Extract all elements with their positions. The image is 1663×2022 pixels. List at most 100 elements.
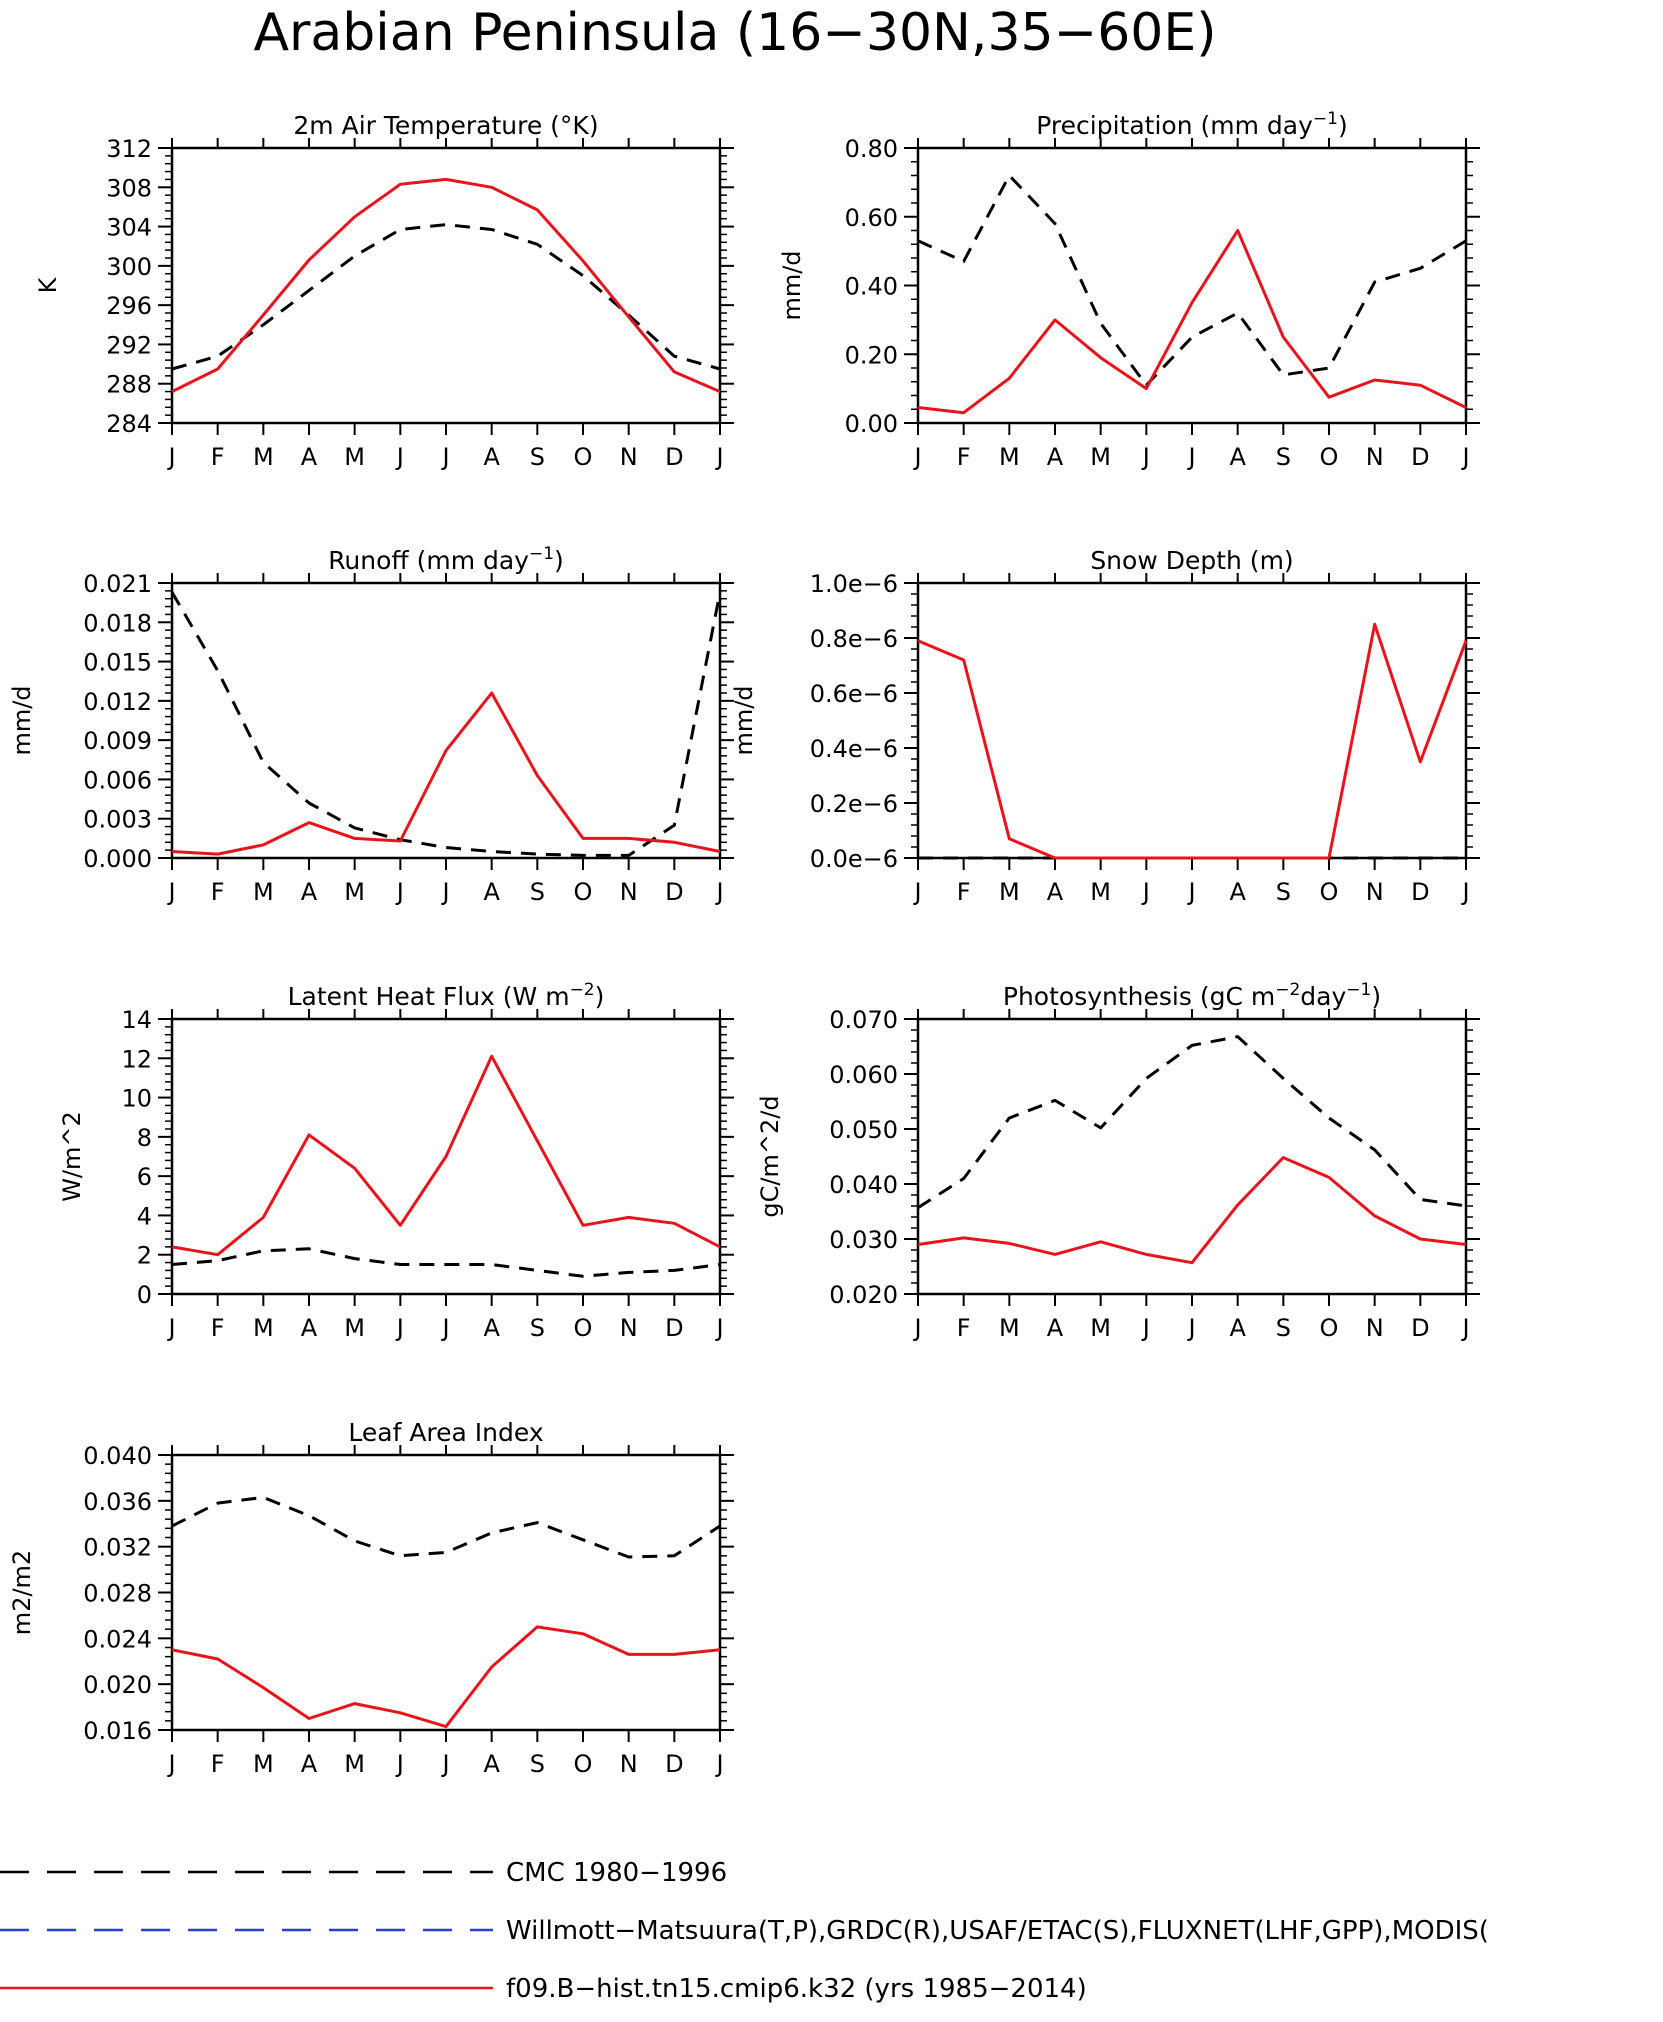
y-tick-label: 300	[106, 253, 152, 281]
panel-4: J F M A M J J A S O N D J0.0e−60.2e−60.4e−60.6e−60.8…	[730, 546, 1480, 906]
x-tick-label: A	[1047, 878, 1064, 906]
x-tick-label: J	[440, 443, 449, 471]
x-tick-label: M	[253, 443, 274, 471]
series-line-obs	[917, 1035, 1467, 1209]
x-tick-label: A	[483, 1314, 500, 1342]
y-tick-label: 0.0e−6	[810, 845, 898, 873]
y-tick-label: 0.032	[83, 1534, 152, 1562]
x-tick-label: N	[620, 1750, 638, 1778]
x-tick-label: D	[1411, 1314, 1429, 1342]
x-tick-label: J	[1141, 878, 1150, 906]
x-tick-label: J	[440, 1314, 449, 1342]
series-line-obs	[171, 223, 721, 371]
y-tick-label: 0.028	[83, 1580, 152, 1608]
x-tick-label: J	[395, 443, 404, 471]
x-tick-label: S	[530, 1314, 545, 1342]
x-tick-label: F	[211, 1750, 225, 1778]
x-tick-label: A	[1229, 878, 1246, 906]
x-tick-label: S	[1276, 878, 1291, 906]
x-tick-label: M	[344, 443, 365, 471]
panel-title: 2m Air Temperature (°K)	[293, 111, 598, 140]
series-line-model	[171, 691, 721, 856]
y-axis-label: mm/d	[8, 685, 36, 755]
y-tick-label: 0.20	[845, 341, 898, 369]
plot-frame	[170, 581, 722, 860]
series-line-obs	[917, 174, 1467, 387]
panel-2: J F M A M J J A S O N D J0.000.200.400.600.80Precipi…	[778, 109, 1480, 471]
series-line-model	[171, 177, 721, 393]
y-tick-label: 0.020	[83, 1671, 152, 1699]
y-tick-label: 304	[106, 214, 152, 242]
legend-label: f09.B−hist.tn15.cmip6.k32 (yrs 1985−2014…	[506, 1974, 1087, 2004]
series-line-model	[917, 1156, 1467, 1265]
x-tick-label: O	[574, 1314, 593, 1342]
plot-frame	[170, 1453, 722, 1732]
x-tick-label: A	[483, 443, 500, 471]
y-tick-label: 284	[106, 410, 152, 438]
y-tick-label: 0.015	[83, 649, 152, 677]
x-tick-label: J	[166, 1750, 175, 1778]
x-tick-label: F	[211, 443, 225, 471]
y-tick-label: 0.2e−6	[810, 790, 898, 818]
y-tick-label: 288	[106, 371, 152, 399]
x-tick-label: J	[395, 1314, 404, 1342]
plot-frame	[916, 1017, 1468, 1296]
x-tick-label: F	[957, 1314, 971, 1342]
y-tick-label: 8	[137, 1124, 152, 1152]
x-tick-label: N	[1366, 443, 1384, 471]
x-tick-label: A	[1229, 1314, 1246, 1342]
x-tick-label: O	[574, 878, 593, 906]
y-axis-label: gC/m^2/d	[756, 1095, 784, 1217]
y-tick-label: 0.018	[83, 609, 152, 637]
x-tick-label: F	[957, 443, 971, 471]
panel-title: Snow Depth (m)	[1090, 546, 1293, 575]
x-tick-label: O	[574, 443, 593, 471]
x-tick-label: S	[530, 1750, 545, 1778]
y-tick-label: 0.060	[829, 1061, 898, 1089]
y-tick-label: 296	[106, 292, 152, 320]
y-tick-label: 0.006	[83, 766, 152, 794]
panel-3: J F M A M J J A S O N D J0.0000.0030.0060.0090.0120.…	[8, 544, 734, 906]
x-tick-label: D	[665, 878, 683, 906]
x-tick-label: J	[1460, 443, 1469, 471]
x-tick-label: J	[714, 878, 723, 906]
y-tick-label: 0.016	[83, 1717, 152, 1745]
panel-1: J F M A M J J A S O N D J2842882922963003043083122m …	[34, 111, 734, 471]
x-tick-label: D	[1411, 443, 1429, 471]
panel-7: J F M A M J J A S O N D J0.0160.0200.0240.0280.0320.…	[8, 1418, 734, 1778]
series-line-model	[917, 622, 1468, 860]
x-tick-label: J	[395, 878, 404, 906]
y-tick-label: 1.0e−6	[810, 570, 898, 598]
x-tick-label: J	[1460, 1314, 1469, 1342]
panel-title: Leaf Area Index	[348, 1418, 543, 1447]
series-line-model	[171, 1625, 721, 1729]
y-tick-label: 0.050	[829, 1116, 898, 1144]
x-tick-label: M	[344, 1750, 365, 1778]
series-line-obs	[171, 1247, 721, 1278]
x-tick-label: M	[344, 1314, 365, 1342]
legend-label: CMC 1980−1996	[506, 1858, 727, 1888]
x-tick-label: F	[211, 878, 225, 906]
y-tick-label: 0.040	[829, 1171, 898, 1199]
figure-title: Arabian Peninsula (16−30N,35−60E)	[253, 3, 1216, 63]
y-tick-label: 0.020	[829, 1281, 898, 1309]
x-tick-label: S	[1276, 443, 1291, 471]
x-tick-label: M	[1090, 443, 1111, 471]
x-tick-label: O	[1320, 443, 1339, 471]
y-axis-label: W/m^2	[58, 1111, 86, 1202]
x-tick-label: M	[1090, 878, 1111, 906]
x-tick-label: S	[530, 878, 545, 906]
y-tick-label: 308	[106, 174, 152, 202]
panel-title: Precipitation (mm day−1)	[1036, 109, 1347, 140]
y-axis-label: mm/d	[778, 250, 806, 320]
x-tick-label: A	[1229, 443, 1246, 471]
y-axis-label: mm/d	[730, 685, 758, 755]
y-tick-label: 6	[137, 1163, 152, 1191]
x-tick-label: J	[440, 1750, 449, 1778]
y-tick-label: 10	[121, 1085, 152, 1113]
y-axis-label: K	[34, 276, 62, 293]
x-tick-label: A	[483, 1750, 500, 1778]
panel-6: J F M A M J J A S O N D J0.0200.0300.0400.0500.0600.…	[756, 980, 1480, 1342]
y-tick-label: 0.8e−6	[810, 625, 898, 653]
